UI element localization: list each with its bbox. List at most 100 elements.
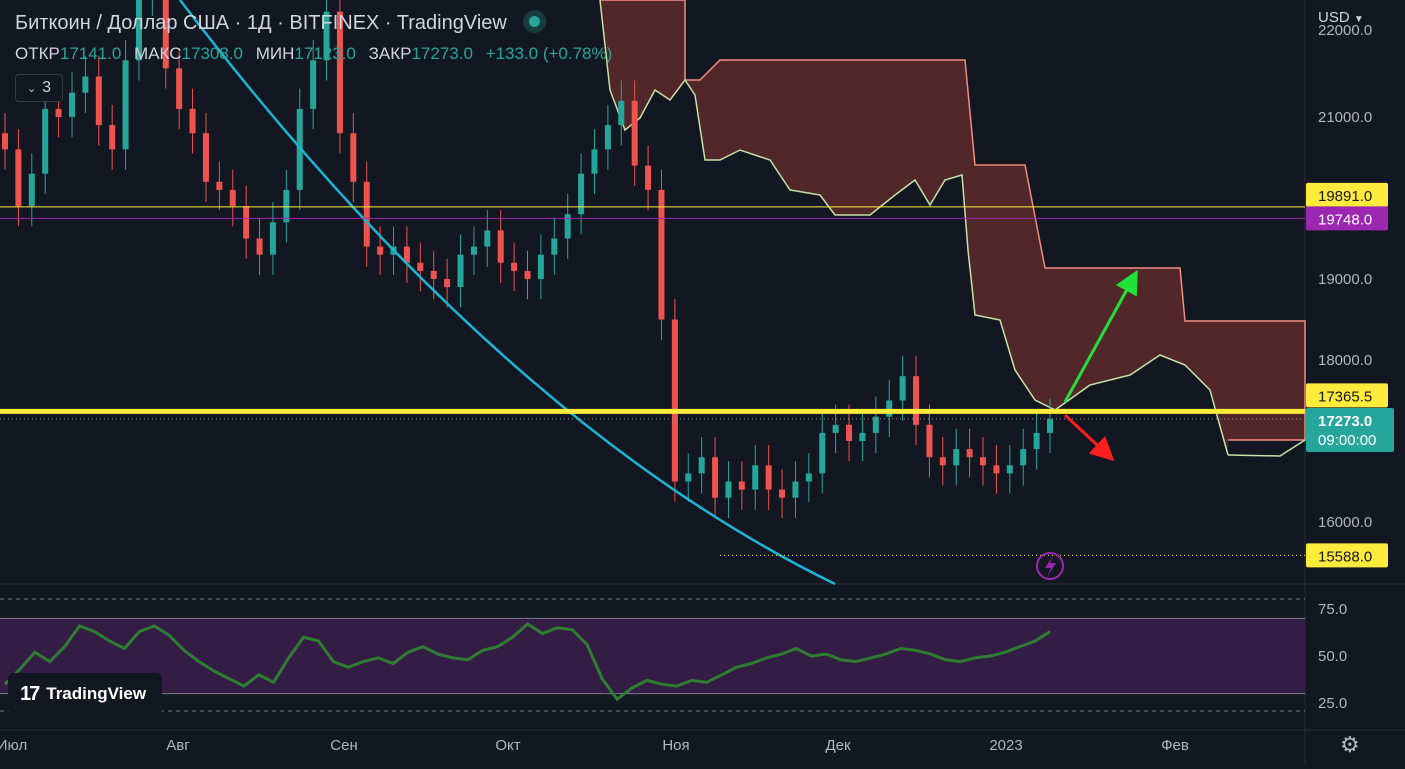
- event-lightning-icon: [1036, 552, 1064, 580]
- level-label-19891: 19891.0: [1318, 188, 1372, 205]
- candle-body: [283, 189, 290, 223]
- time-tick-label: Ноя: [662, 737, 689, 754]
- candle-body: [671, 319, 678, 482]
- candle-body: [698, 457, 705, 474]
- price-tick-label: 19000.0: [1318, 271, 1372, 288]
- ohlc-legend: ОТКР17141.0 МАКС17308.0 МИН17123.0 ЗАКР1…: [15, 44, 620, 64]
- candle-body: [310, 60, 317, 109]
- candle-body: [162, 0, 169, 69]
- candle-body: [377, 246, 384, 255]
- candle-body: [578, 173, 585, 215]
- candle-body: [645, 165, 652, 190]
- candle-body: [444, 279, 451, 288]
- candle-body: [939, 457, 946, 466]
- candle-body: [752, 465, 759, 490]
- candle-body: [591, 149, 598, 174]
- low-value: 17123.0: [294, 44, 356, 63]
- candle-body: [712, 457, 719, 498]
- candle-body: [537, 254, 544, 279]
- market-open-icon: [528, 16, 540, 27]
- candle-body: [336, 11, 343, 134]
- candle-body: [846, 424, 853, 441]
- last-price-time: 09:00:00: [1318, 432, 1376, 449]
- candle-body: [926, 424, 933, 458]
- candle-body: [82, 76, 89, 93]
- low-label: МИН: [255, 44, 295, 63]
- indicators-toggle-button[interactable]: ⌄ 3: [15, 74, 63, 102]
- candle-body: [28, 173, 35, 207]
- time-tick-label: Июл: [0, 737, 27, 754]
- candle-body: [792, 481, 799, 498]
- high-value: 17308.0: [181, 44, 243, 63]
- candle-body: [738, 481, 745, 490]
- candle-body: [966, 449, 973, 458]
- price-tick-label: 21000.0: [1318, 109, 1372, 126]
- candle-body: [658, 189, 665, 320]
- candle-body: [256, 238, 263, 255]
- candle-body: [551, 238, 558, 255]
- level-label-17365: 17365.5: [1318, 388, 1372, 405]
- candle-body: [457, 254, 464, 288]
- level-label-19748-box: [1306, 206, 1388, 231]
- candle-body: [229, 189, 236, 207]
- indicators-count: 3: [42, 79, 52, 96]
- bullish-arrow: [1063, 269, 1138, 403]
- candle-body: [819, 432, 826, 474]
- open-label: ОТКР: [15, 44, 60, 63]
- candle-body: [886, 400, 893, 417]
- candle-body: [109, 125, 116, 150]
- time-tick-label: Сен: [330, 737, 357, 754]
- candle-body: [216, 181, 223, 190]
- open-value: 17141.0: [59, 44, 122, 63]
- candle-body: [953, 449, 960, 466]
- candle-body: [269, 222, 276, 255]
- high-label: МАКС: [134, 44, 182, 63]
- candle-body: [779, 489, 786, 498]
- rsi-tick-label: 50.0: [1318, 648, 1347, 665]
- time-tick-label: 2023: [989, 737, 1022, 754]
- level-label-19891-box: [1306, 182, 1388, 207]
- candle-body: [1006, 465, 1013, 474]
- candle-body: [524, 270, 531, 279]
- candle-body: [176, 68, 183, 109]
- currency-label: USD: [1318, 9, 1350, 26]
- candle-body: [618, 100, 625, 126]
- symbol-title: Биткоин / Доллар США · 1Д · BITFINEX · T…: [15, 12, 507, 34]
- last-price-box: [1306, 408, 1394, 452]
- rsi-tick-label: 25.0: [1318, 695, 1347, 712]
- time-tick-label: Фев: [1161, 737, 1189, 754]
- candle-body: [685, 473, 692, 482]
- cloud-lower-line-tail: [1227, 439, 1306, 457]
- cloud-lower-line: [599, 0, 1229, 456]
- tradingview-mark-icon: 17: [20, 682, 40, 705]
- candle-body: [913, 376, 920, 425]
- close-label: ЗАКР: [368, 44, 412, 63]
- candle-body: [189, 108, 196, 134]
- candle-body: [323, 11, 330, 61]
- level-label-17365-box: [1306, 383, 1388, 408]
- tradingview-logo[interactable]: 17 TradingView: [8, 673, 162, 715]
- candle-body: [135, 0, 142, 61]
- time-tick-label: Окт: [495, 737, 520, 754]
- moving-average-line: [179, 0, 836, 586]
- candle-body: [403, 246, 410, 263]
- time-tick-label: Авг: [166, 737, 190, 754]
- last-price-label: 17273.0: [1318, 413, 1372, 430]
- event-lightning-bolt: [1045, 556, 1056, 577]
- candle-body: [42, 108, 49, 174]
- candle-body: [2, 133, 8, 150]
- level-label-19748: 19748.0: [1318, 211, 1372, 228]
- candle-body: [417, 262, 424, 271]
- currency-selector[interactable]: USD ▼: [1318, 9, 1364, 26]
- chevron-down-icon: ⌄: [26, 82, 37, 95]
- settings-gear-icon[interactable]: ⚙: [1340, 732, 1360, 757]
- candle-body: [202, 133, 209, 182]
- candle-body: [484, 230, 491, 247]
- bearish-arrow: [1063, 413, 1115, 462]
- chevron-down-icon: ▼: [1353, 14, 1364, 25]
- candle-body: [725, 481, 732, 498]
- candle-body: [859, 432, 866, 441]
- rsi-line: [3, 622, 1051, 702]
